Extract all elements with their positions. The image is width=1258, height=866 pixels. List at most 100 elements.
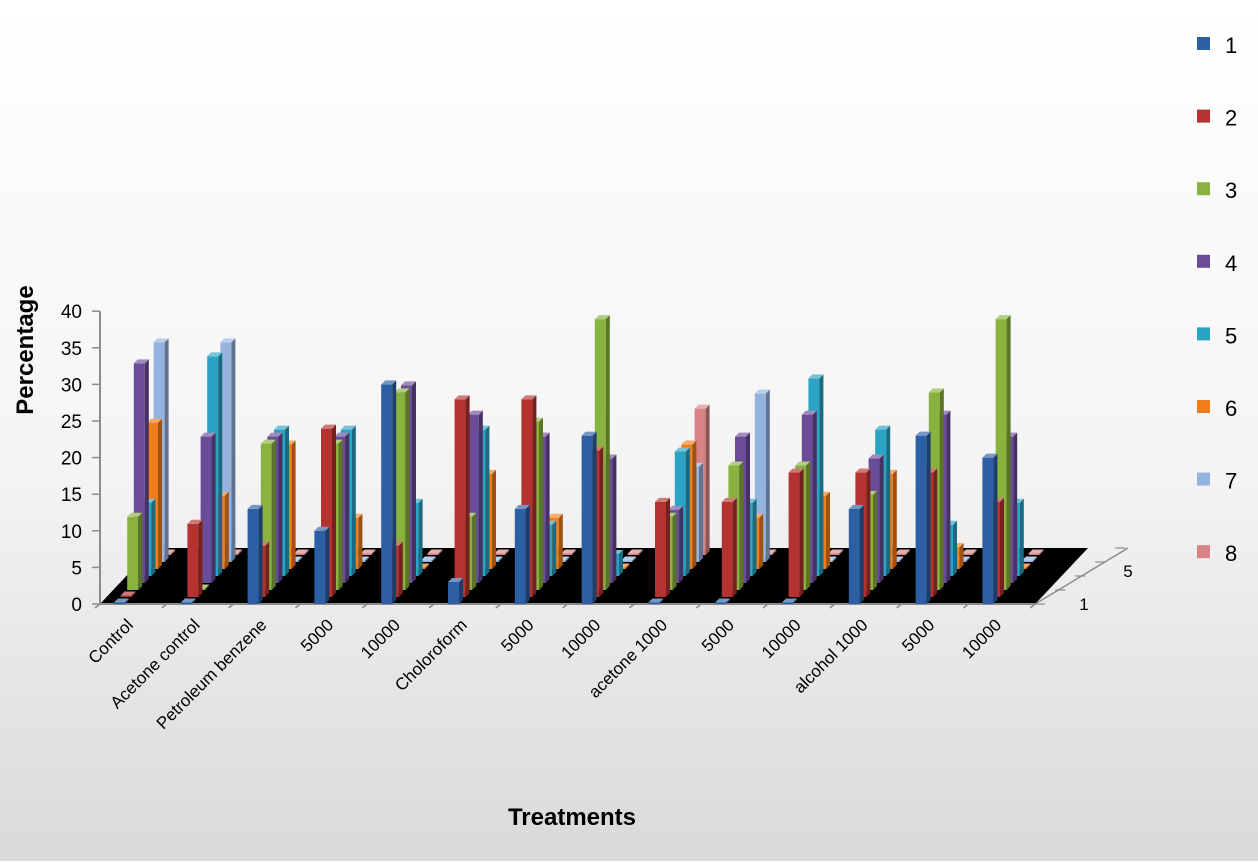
bar-side (231, 338, 236, 562)
bar-front (293, 553, 305, 555)
bar-side (759, 513, 764, 569)
bar-series-4-0 (133, 359, 149, 583)
bar-series-1-12 (915, 431, 931, 604)
y-tick-label: 0 (71, 595, 82, 616)
bar-top (360, 549, 376, 554)
legend-item: 8 (1197, 541, 1237, 566)
bar-side (405, 388, 410, 590)
bar-side (258, 504, 263, 604)
bar-side (933, 468, 938, 597)
bar-side (151, 498, 156, 576)
depth-tick-label: 1 (1079, 595, 1088, 614)
x-tick-label: 5000 (898, 615, 938, 655)
bar-top (735, 432, 750, 437)
bar-front (187, 523, 199, 597)
legend-item: 3 (1197, 178, 1237, 203)
bar-side (558, 513, 563, 569)
bar-side (886, 425, 891, 576)
x-tick-label: Petroleum benzene (153, 615, 271, 733)
x-tick-label: 5000 (698, 615, 738, 655)
bar-side (211, 432, 216, 583)
bar-side (685, 447, 690, 576)
bar-side (726, 598, 731, 604)
x-tick-mark (829, 603, 836, 609)
legend-label: 8 (1225, 541, 1237, 566)
bar-side (459, 578, 463, 604)
bar-top (247, 504, 263, 509)
bar-side (638, 549, 643, 555)
bar-front (788, 472, 800, 597)
bar-top (514, 504, 530, 509)
bar-side (505, 549, 510, 555)
x-tick-mark (896, 603, 903, 609)
bar-series-3-2 (260, 439, 276, 590)
y-tick-label: 20 (61, 449, 82, 470)
bar-series-1-4 (381, 380, 397, 604)
bar-front (381, 384, 393, 604)
x-tick-label: Choloroform (391, 615, 471, 695)
bar-series-8-13 (1028, 549, 1044, 555)
bar-top (674, 447, 690, 452)
bar-side (218, 352, 223, 576)
bar-series-1-11 (848, 504, 864, 604)
bar-front (848, 508, 860, 604)
bar-side (692, 440, 697, 569)
bar-series-3-0 (127, 512, 143, 590)
bar-side (892, 469, 897, 569)
bar-side (959, 543, 964, 569)
bar-side (1033, 556, 1037, 562)
x-tick-label: 5000 (297, 615, 337, 655)
bar-front (120, 595, 132, 597)
y-tick-label: 25 (61, 412, 82, 433)
bar-series-1-2 (247, 504, 263, 604)
bar-series-7-4 (420, 556, 436, 562)
bar-side (171, 549, 176, 555)
bar-side (332, 424, 336, 597)
bar-top (494, 549, 510, 554)
bar-side (125, 598, 129, 604)
x-tick-mark (495, 603, 502, 609)
bar-front (915, 435, 927, 604)
bar-front (621, 560, 633, 562)
x-tick-mark (695, 603, 702, 609)
bar-front (514, 508, 526, 604)
bar-series-2-8 (655, 497, 670, 597)
bar-side (338, 439, 343, 590)
bar-side (899, 556, 904, 562)
bar-side (478, 410, 483, 583)
bar-top (1028, 549, 1044, 554)
bar-side (752, 498, 757, 576)
bar-series-8-12 (961, 549, 977, 555)
x-tick-mark (428, 603, 435, 609)
bar-side (191, 598, 196, 604)
bar-side (412, 381, 416, 583)
legend-swatch (1197, 545, 1210, 559)
bar-side (1019, 498, 1024, 576)
bar-front (648, 602, 660, 604)
bar-top (120, 591, 136, 596)
y-tick-label: 15 (61, 485, 82, 506)
bar-side (265, 541, 270, 597)
bar-front (360, 553, 372, 555)
bar-series-8-10 (828, 549, 844, 555)
bar-side (205, 584, 209, 590)
bar-side (525, 504, 530, 604)
bar-top (681, 440, 697, 445)
legend-item: 5 (1197, 323, 1237, 348)
bar-front (494, 553, 506, 555)
bar-side (592, 431, 597, 604)
bar-side (398, 541, 403, 597)
bar-series-1-3 (314, 526, 330, 604)
bar-side (619, 550, 623, 576)
legend-swatch (1197, 254, 1210, 268)
bar-side (765, 389, 770, 562)
bar-top (668, 505, 684, 510)
bar-top (340, 425, 356, 430)
bar-top (808, 374, 824, 379)
bar-front (961, 553, 973, 555)
bar-top (1022, 556, 1037, 561)
bar-top (621, 556, 637, 561)
bar-side (666, 497, 670, 597)
bar-series-2-3 (321, 424, 336, 597)
bar-front (782, 602, 793, 604)
